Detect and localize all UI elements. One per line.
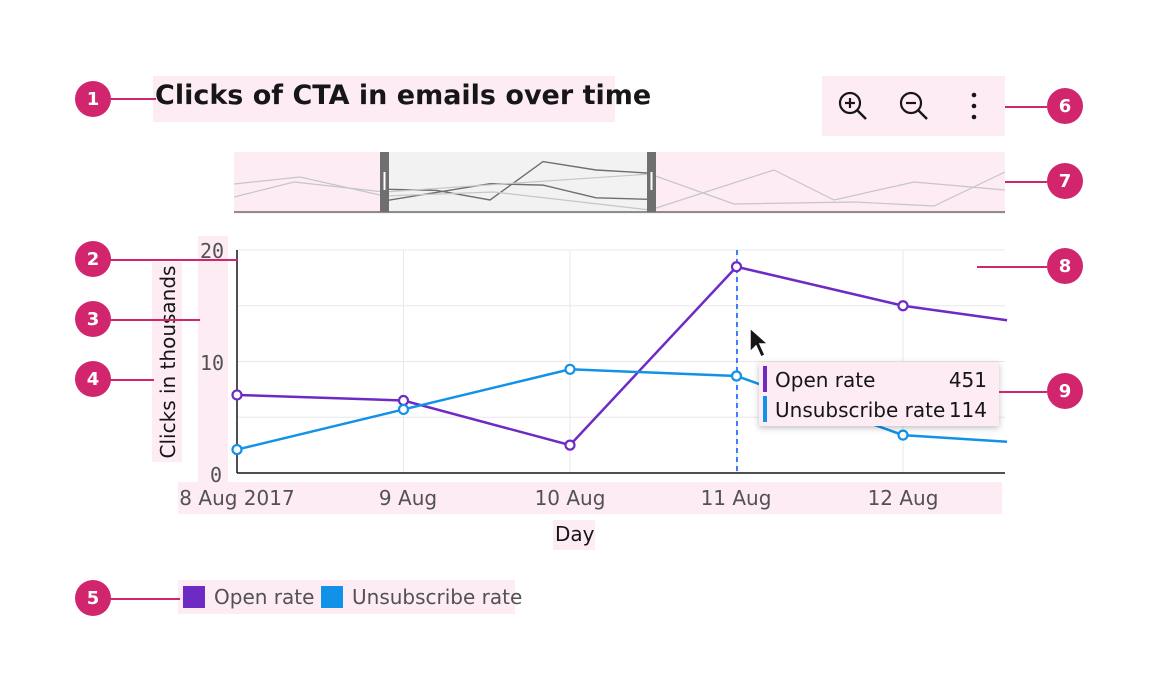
mouse-cursor-icon	[749, 326, 770, 359]
callout-badge: 8	[1047, 248, 1083, 284]
callout-leader	[110, 379, 154, 381]
x-tick-label: 8 Aug 2017	[179, 486, 295, 510]
data-point-open-rate	[564, 439, 576, 451]
legend-label: Unsubscribe rate	[352, 585, 523, 609]
data-point-unsubscribe-rate	[397, 403, 410, 416]
callout-badge: 9	[1047, 373, 1083, 409]
callout-badge: 6	[1047, 88, 1083, 124]
data-point-open-rate	[730, 261, 743, 273]
x-tick-label: 10 Aug	[534, 486, 606, 510]
legend-label: Open rate	[214, 585, 315, 609]
tooltip-series-name: Unsubscribe rate	[775, 398, 946, 422]
callout-badge: 5	[75, 580, 111, 616]
callout-leader	[110, 259, 238, 261]
y-axis-highlight	[198, 236, 228, 486]
data-point-open-rate	[231, 389, 243, 401]
zoom-bar-right-handle[interactable]	[647, 152, 656, 212]
zoom-bar-sparkline	[383, 160, 650, 201]
data-point-unsubscribe-rate	[897, 429, 909, 441]
tooltip-swatch	[763, 366, 767, 392]
zoom-out-icon	[899, 91, 928, 120]
series-line-unsubscribe-rate	[236, 368, 1008, 451]
tooltip-series-value: 451	[948, 368, 987, 392]
overflow-menu-vertical-icon	[971, 92, 977, 120]
x-axis-highlight	[178, 482, 1002, 514]
zoom-bar[interactable]	[234, 152, 1005, 214]
callout-leader	[110, 319, 200, 321]
y-tick-label: 0	[210, 463, 223, 487]
data-point-open-rate	[897, 300, 909, 312]
x-axis-title: Day	[555, 522, 595, 546]
zoom-in-button[interactable]	[835, 88, 871, 124]
chart-toolbar	[822, 76, 1005, 136]
zoom-bar-sparkline-context	[234, 171, 1005, 207]
callout-leader	[999, 391, 1047, 393]
series-line-open-rate	[236, 265, 1008, 447]
zoom-bar-sparkline	[383, 182, 650, 202]
callout-leader	[1005, 181, 1047, 183]
data-point-open-rate	[397, 394, 410, 407]
callout-badge: 2	[75, 241, 111, 277]
tooltip-row-open-rate: Open rate 451	[759, 364, 999, 394]
callout-leader	[1005, 106, 1047, 108]
tooltip-row-unsubscribe-rate: Unsubscribe rate 114	[759, 394, 999, 424]
tooltip-swatch	[763, 396, 767, 422]
data-point-unsubscribe-rate	[231, 443, 243, 456]
legend-swatch	[321, 586, 343, 608]
x-tick-label: 11 Aug	[700, 486, 772, 510]
series-group	[231, 261, 1008, 456]
callout-badge: 1	[75, 81, 111, 117]
chart-tooltip: Open rate 451 Unsubscribe rate 114	[759, 362, 999, 426]
callout-leader	[977, 266, 1047, 268]
data-point-unsubscribe-rate	[564, 363, 576, 375]
zoom-bar-selection[interactable]	[384, 152, 650, 212]
legend-swatch	[183, 586, 205, 608]
zoom-in-icon	[838, 91, 867, 120]
tooltip-series-name: Open rate	[775, 368, 876, 392]
y-label-highlight	[152, 262, 182, 462]
x-tick-label: 9 Aug	[378, 486, 438, 510]
callout-badge: 4	[75, 361, 111, 397]
chart-legend: Open rate Unsubscribe rate	[178, 580, 522, 614]
y-tick-label: 10	[200, 351, 225, 375]
chart-title: Clicks of CTA in emails over time	[155, 80, 652, 111]
callout-badge: 7	[1047, 163, 1083, 199]
zoom-bar-left-handle[interactable]	[380, 152, 389, 212]
callout-badge: 3	[75, 301, 111, 337]
title-highlight	[153, 76, 615, 122]
x-label-highlight	[553, 520, 595, 550]
callout-leader	[110, 98, 156, 100]
tooltip-series-value: 114	[948, 398, 987, 422]
legend-item-open-rate[interactable]: Open rate	[183, 585, 314, 609]
x-tick-label: 12 Aug	[867, 486, 939, 510]
zoom-out-button[interactable]	[896, 88, 932, 124]
callout-leader	[110, 598, 180, 600]
y-axis-title: Clicks in thousands	[156, 265, 180, 459]
data-point-unsubscribe-rate	[730, 370, 743, 382]
overflow-menu-button[interactable]	[956, 88, 992, 124]
legend-item-unsubscribe-rate[interactable]: Unsubscribe rate	[321, 585, 522, 609]
